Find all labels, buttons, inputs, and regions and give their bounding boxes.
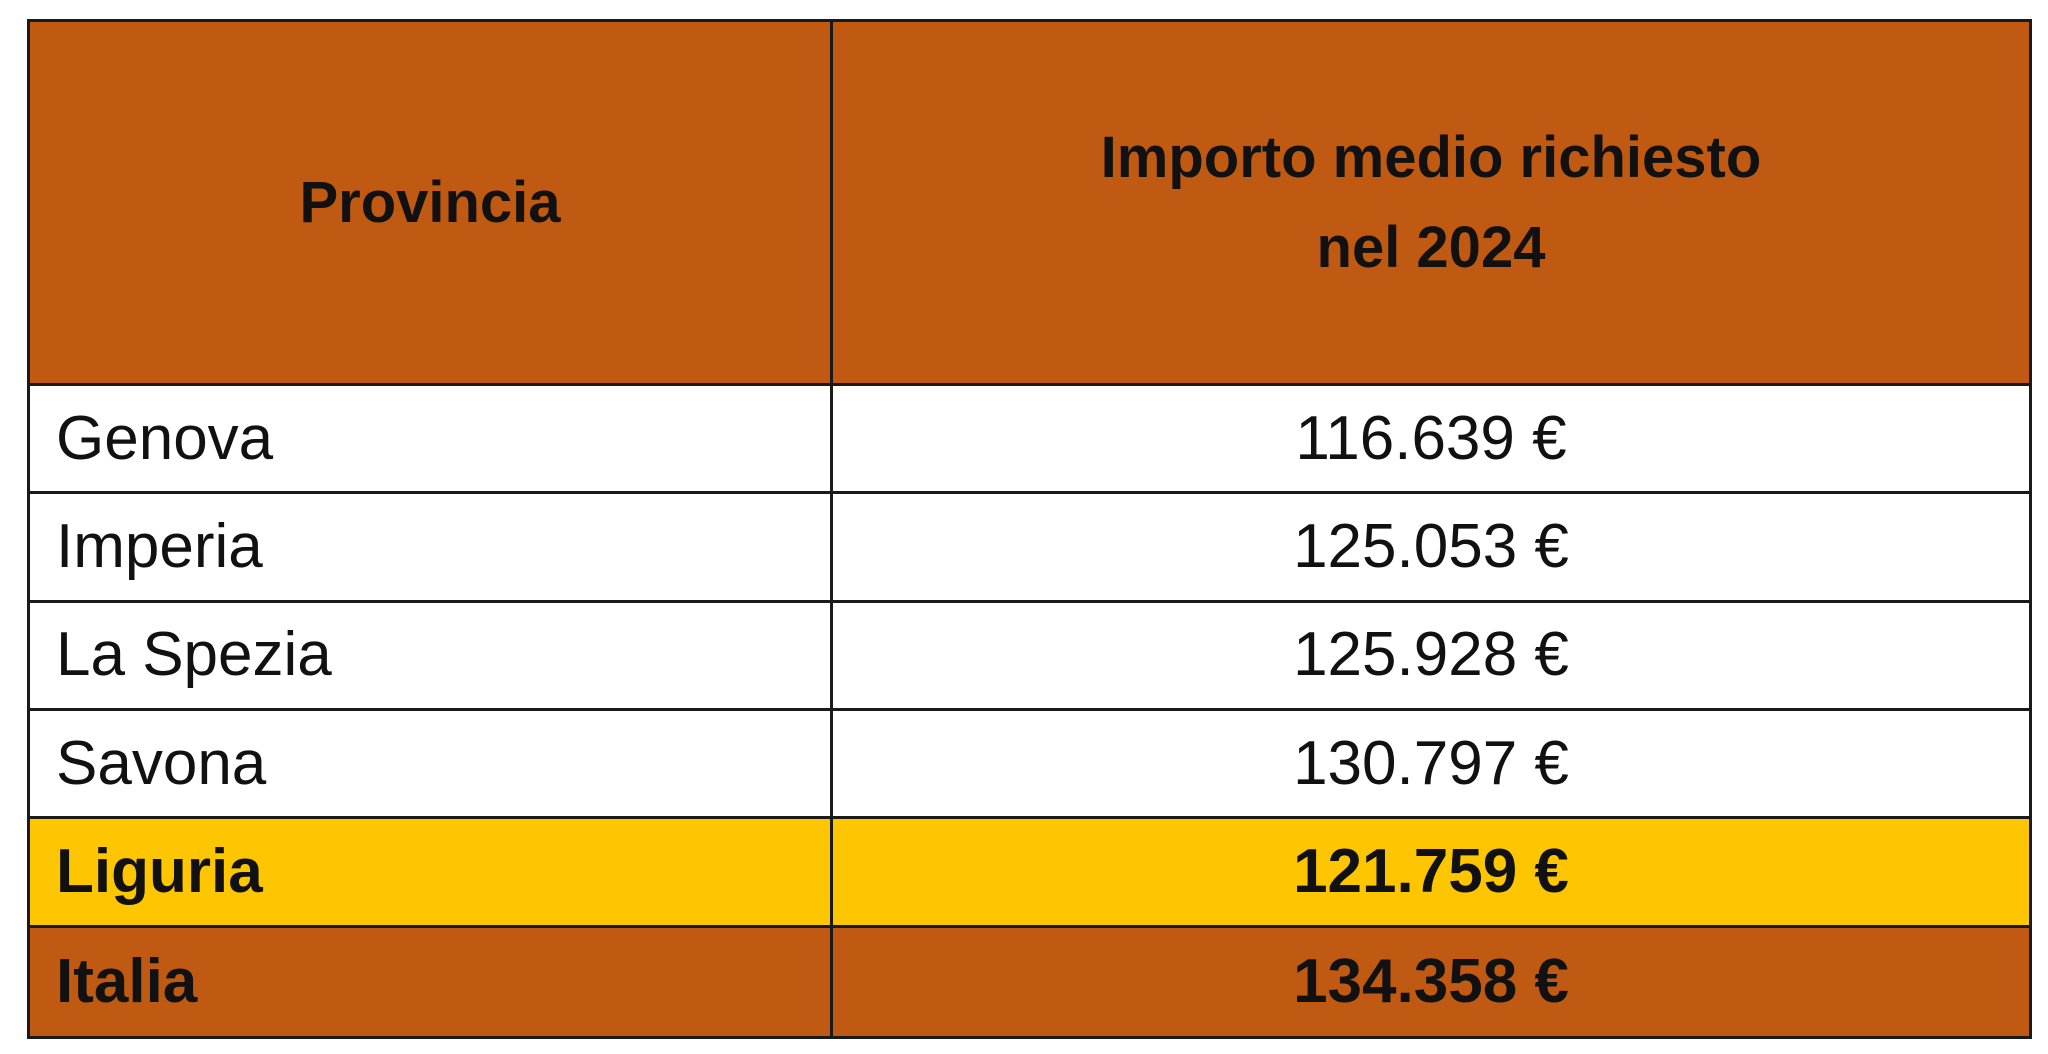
row-value-cell: 125.053 € <box>833 494 2029 603</box>
row-value-cell: 125.928 € <box>833 602 2029 711</box>
header-importo-label: Importo medio richiesto nel 2024 <box>1100 124 1762 280</box>
row-value: 134.358 € <box>1293 946 1569 1016</box>
header-provincia-label: Provincia <box>299 169 561 235</box>
row-label: Liguria <box>56 836 263 906</box>
row-label-cell: Liguria <box>30 819 833 928</box>
header-provincia: Provincia <box>30 22 833 386</box>
row-label-cell: Italia <box>30 927 833 1036</box>
row-label: Genova <box>56 403 274 473</box>
row-value-cell: 121.759 € <box>833 819 2029 928</box>
row-value: 130.797 € <box>1293 728 1569 798</box>
row-value: 121.759 € <box>1293 836 1569 906</box>
row-label-cell: Savona <box>30 711 833 820</box>
row-value-cell: 134.358 € <box>833 927 2029 1036</box>
row-label: Savona <box>56 728 267 798</box>
row-label: Italia <box>56 946 198 1016</box>
row-value-cell: 130.797 € <box>833 711 2029 820</box>
row-value-cell: 116.639 € <box>833 386 2029 495</box>
row-label-cell: Imperia <box>30 494 833 603</box>
row-value: 125.053 € <box>1293 511 1569 581</box>
row-label-cell: La Spezia <box>30 602 833 711</box>
row-label: Imperia <box>56 511 263 581</box>
row-label-cell: Genova <box>30 386 833 495</box>
header-importo: Importo medio richiesto nel 2024 <box>833 22 2029 386</box>
row-value: 116.639 € <box>1295 403 1567 473</box>
row-value: 125.928 € <box>1293 620 1569 690</box>
data-table: Provincia Importo medio richiesto nel 20… <box>27 19 2032 1039</box>
row-label: La Spezia <box>56 620 332 690</box>
